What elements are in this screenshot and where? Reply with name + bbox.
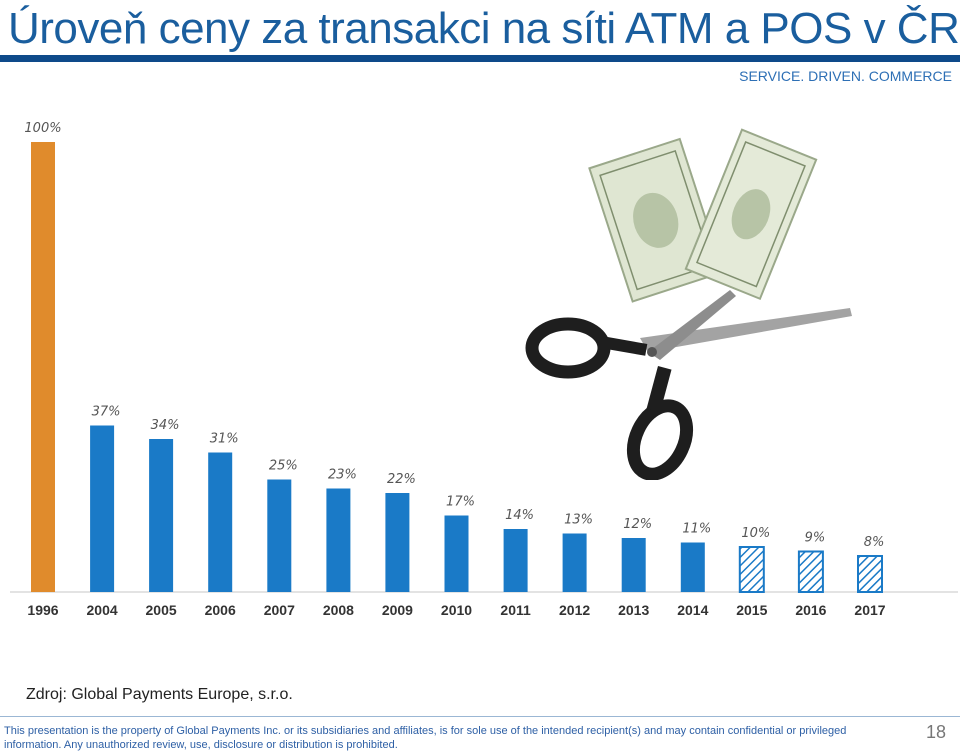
bar-2009 bbox=[385, 493, 410, 592]
brand-tagline: SERVICE. DRIVEN. COMMERCE bbox=[739, 68, 952, 84]
value-label-2006: 31% bbox=[210, 432, 239, 447]
x-tick-2015: 2015 bbox=[736, 602, 767, 618]
bar-2010 bbox=[444, 515, 469, 592]
bar-2015 bbox=[738, 546, 765, 593]
title-rule bbox=[0, 55, 960, 62]
value-label-2007: 25% bbox=[269, 459, 298, 474]
legal-disclaimer: This presentation is the property of Glo… bbox=[4, 725, 847, 751]
bar-2013 bbox=[621, 538, 646, 592]
value-label-2015: 10% bbox=[741, 526, 770, 541]
x-tick-1996: 1996 bbox=[27, 602, 58, 618]
x-tick-2009: 2009 bbox=[382, 602, 413, 618]
slide-title: Úroveň ceny za transakci na síti ATM a P… bbox=[8, 4, 960, 53]
x-tick-2011: 2011 bbox=[500, 602, 531, 618]
bar-2005 bbox=[149, 439, 174, 592]
value-label-2017: 8% bbox=[864, 535, 885, 550]
page-number: 18 bbox=[925, 722, 946, 742]
value-label-2012: 13% bbox=[564, 513, 593, 528]
x-tick-2012: 2012 bbox=[559, 602, 590, 618]
bar-1996 bbox=[31, 142, 55, 592]
bar-2016 bbox=[797, 550, 824, 593]
bar-2012 bbox=[562, 533, 587, 592]
x-tick-2016: 2016 bbox=[795, 602, 826, 618]
x-tick-2006: 2006 bbox=[205, 602, 236, 618]
x-tick-2005: 2005 bbox=[146, 602, 177, 618]
x-tick-2013: 2013 bbox=[618, 602, 649, 618]
bar-2008 bbox=[326, 488, 351, 592]
bar-2004 bbox=[90, 425, 115, 592]
value-label-2004: 37% bbox=[92, 405, 121, 420]
value-label-2008: 23% bbox=[328, 468, 357, 483]
value-label-2005: 34% bbox=[151, 418, 180, 433]
bar-2007 bbox=[267, 479, 292, 592]
value-label-2013: 12% bbox=[623, 517, 652, 532]
x-tick-2017: 2017 bbox=[854, 602, 885, 618]
scissors-cutting-dollar-icon bbox=[525, 128, 852, 480]
x-tick-2010: 2010 bbox=[441, 602, 472, 618]
value-label-2011: 14% bbox=[505, 508, 534, 523]
value-label-2010: 17% bbox=[446, 495, 475, 510]
value-label-2014: 11% bbox=[682, 522, 711, 537]
bar-2006 bbox=[208, 452, 233, 592]
value-label-2016: 9% bbox=[805, 531, 826, 546]
value-label-2009: 22% bbox=[387, 472, 416, 487]
source-note: Zdroj: Global Payments Europe, s.r.o. bbox=[26, 686, 293, 703]
value-label-1996: 100% bbox=[24, 121, 61, 136]
x-tick-2004: 2004 bbox=[87, 602, 118, 618]
footer-rule bbox=[0, 716, 960, 717]
x-tick-2007: 2007 bbox=[264, 602, 295, 618]
bar-2017 bbox=[857, 555, 883, 593]
x-tick-2008: 2008 bbox=[323, 602, 354, 618]
bar-2014 bbox=[680, 542, 705, 592]
x-tick-2014: 2014 bbox=[677, 602, 708, 618]
bars-group: 100% 1996 37% 2004 34% 2005 31% 2006 25% 2007 23% 2… bbox=[24, 121, 885, 618]
bar-2011 bbox=[503, 529, 528, 592]
price-bar-chart: 100% 1996 37% 2004 34% 2005 31% 2006 25% 2007 23% 2… bbox=[10, 121, 958, 618]
